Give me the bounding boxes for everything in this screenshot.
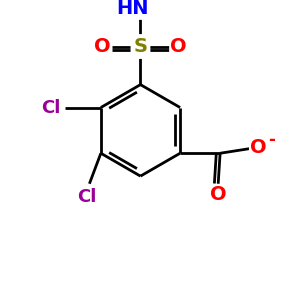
Text: HN: HN <box>117 0 149 18</box>
Text: O: O <box>170 37 187 56</box>
Text: O: O <box>94 37 111 56</box>
Text: Cl: Cl <box>42 98 61 116</box>
Text: O: O <box>250 138 266 157</box>
Text: -: - <box>268 131 275 149</box>
Text: O: O <box>210 185 226 204</box>
Text: S: S <box>134 37 148 56</box>
Text: Cl: Cl <box>77 188 96 206</box>
